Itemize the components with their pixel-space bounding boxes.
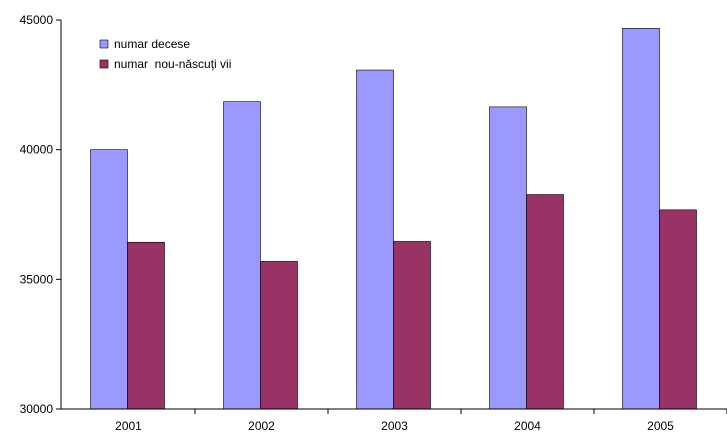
y-tick-label-40000: 40000 [20, 143, 54, 157]
bar-births-2001 [127, 241, 165, 410]
bar-deaths-2001 [90, 149, 128, 410]
bar-births-2005 [659, 209, 697, 410]
legend-swatch-deaths [99, 39, 109, 49]
x-tick-label-2004: 2004 [514, 419, 541, 433]
bar-deaths-2002 [223, 101, 261, 410]
bar-deaths-2005 [622, 27, 660, 410]
legend-label-deaths: numar decese [114, 37, 190, 51]
bar-deaths-2003 [356, 69, 394, 410]
y-tick-label-45000: 45000 [20, 13, 54, 27]
bar-births-2004 [526, 194, 564, 410]
bar-deaths-2004 [489, 106, 527, 410]
x-tick-label-2003: 2003 [381, 419, 408, 433]
x-tick-label-2001: 2001 [115, 419, 142, 433]
bar-births-2002 [260, 261, 298, 410]
legend: numar decese numar nou-născuți vii [99, 37, 231, 71]
legend-swatch-births [99, 59, 109, 69]
y-tick-label-30000: 30000 [20, 402, 54, 416]
x-tick-label-2005: 2005 [647, 419, 674, 433]
bar-births-2003 [393, 241, 431, 410]
y-tick-label-35000: 35000 [20, 272, 54, 286]
plot-area: 30000 35000 40000 45000 2001 2002 2003 2004 2005 [20, 13, 727, 433]
legend-label-births: numar nou-născuți vii [114, 57, 231, 71]
x-tick-label-2002: 2002 [248, 419, 275, 433]
